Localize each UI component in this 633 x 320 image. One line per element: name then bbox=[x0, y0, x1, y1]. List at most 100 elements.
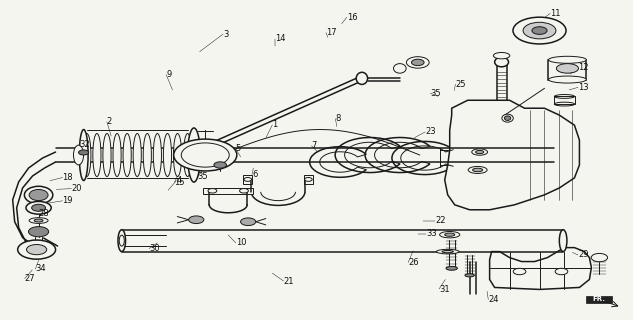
Ellipse shape bbox=[493, 52, 510, 59]
Text: 35: 35 bbox=[430, 89, 441, 98]
Ellipse shape bbox=[34, 219, 43, 222]
Ellipse shape bbox=[153, 133, 161, 177]
Text: 14: 14 bbox=[275, 35, 286, 44]
Text: 26: 26 bbox=[408, 258, 418, 267]
Text: 7: 7 bbox=[311, 141, 317, 150]
Circle shape bbox=[208, 188, 217, 193]
Text: 6: 6 bbox=[252, 170, 258, 179]
Text: 30: 30 bbox=[149, 244, 160, 253]
Ellipse shape bbox=[549, 56, 586, 63]
Circle shape bbox=[239, 188, 248, 193]
Text: 22: 22 bbox=[436, 216, 446, 225]
Text: FR.: FR. bbox=[592, 296, 605, 302]
Circle shape bbox=[532, 27, 547, 34]
Text: 35: 35 bbox=[197, 172, 208, 181]
Circle shape bbox=[406, 57, 429, 68]
Circle shape bbox=[173, 139, 237, 171]
Text: 24: 24 bbox=[488, 295, 499, 304]
Text: 16: 16 bbox=[347, 13, 358, 22]
Text: 28: 28 bbox=[39, 209, 49, 218]
Ellipse shape bbox=[119, 235, 124, 246]
Text: 9: 9 bbox=[166, 70, 172, 79]
Ellipse shape bbox=[465, 274, 474, 277]
Ellipse shape bbox=[113, 133, 121, 177]
Bar bbox=[304, 175, 313, 184]
Text: 12: 12 bbox=[578, 63, 589, 72]
Text: 17: 17 bbox=[326, 28, 337, 37]
Ellipse shape bbox=[133, 133, 141, 177]
Circle shape bbox=[591, 253, 608, 262]
Circle shape bbox=[241, 218, 256, 226]
Bar bbox=[203, 188, 253, 194]
Ellipse shape bbox=[123, 133, 131, 177]
Bar bbox=[586, 296, 611, 303]
Ellipse shape bbox=[468, 166, 487, 173]
Ellipse shape bbox=[118, 230, 125, 252]
Text: 1: 1 bbox=[272, 120, 277, 130]
Text: 19: 19 bbox=[63, 196, 73, 205]
Text: 10: 10 bbox=[235, 238, 246, 247]
Circle shape bbox=[18, 240, 56, 259]
Ellipse shape bbox=[502, 114, 513, 122]
Circle shape bbox=[189, 216, 204, 224]
Text: 31: 31 bbox=[439, 284, 449, 293]
Ellipse shape bbox=[549, 76, 586, 83]
Ellipse shape bbox=[473, 168, 483, 172]
Circle shape bbox=[28, 227, 49, 237]
Polygon shape bbox=[489, 248, 591, 289]
Circle shape bbox=[555, 268, 568, 275]
Ellipse shape bbox=[494, 57, 508, 67]
Text: 8: 8 bbox=[335, 114, 341, 123]
Text: 21: 21 bbox=[284, 276, 294, 285]
Text: 15: 15 bbox=[174, 178, 185, 187]
Text: 2: 2 bbox=[107, 117, 112, 126]
Ellipse shape bbox=[184, 133, 192, 177]
Ellipse shape bbox=[83, 133, 91, 177]
Ellipse shape bbox=[556, 64, 579, 73]
Text: 4: 4 bbox=[176, 176, 182, 185]
Ellipse shape bbox=[173, 133, 182, 177]
Circle shape bbox=[214, 162, 227, 168]
Ellipse shape bbox=[73, 145, 84, 165]
Text: 25: 25 bbox=[456, 80, 466, 89]
Ellipse shape bbox=[444, 233, 454, 236]
Ellipse shape bbox=[32, 204, 46, 211]
Text: 23: 23 bbox=[425, 127, 436, 136]
Ellipse shape bbox=[356, 72, 368, 84]
Ellipse shape bbox=[93, 133, 101, 177]
Text: 11: 11 bbox=[550, 9, 561, 18]
Text: 18: 18 bbox=[63, 173, 73, 182]
Bar bbox=[555, 96, 575, 104]
Circle shape bbox=[27, 244, 47, 255]
Ellipse shape bbox=[163, 133, 172, 177]
Text: 34: 34 bbox=[35, 264, 46, 274]
Ellipse shape bbox=[26, 201, 51, 214]
Ellipse shape bbox=[79, 130, 88, 180]
Ellipse shape bbox=[560, 230, 567, 252]
Polygon shape bbox=[445, 100, 579, 210]
Ellipse shape bbox=[394, 64, 406, 73]
Bar bbox=[549, 60, 586, 80]
Text: 13: 13 bbox=[578, 83, 589, 92]
Text: 27: 27 bbox=[25, 274, 35, 283]
Ellipse shape bbox=[439, 231, 460, 238]
Text: 20: 20 bbox=[72, 184, 82, 193]
Ellipse shape bbox=[442, 251, 453, 253]
Ellipse shape bbox=[103, 133, 111, 177]
Circle shape bbox=[513, 17, 566, 44]
Ellipse shape bbox=[472, 149, 487, 155]
Text: 3: 3 bbox=[223, 30, 229, 39]
Ellipse shape bbox=[505, 116, 511, 120]
Text: 33: 33 bbox=[427, 229, 437, 238]
Circle shape bbox=[78, 150, 89, 155]
Text: 32: 32 bbox=[80, 140, 91, 148]
Ellipse shape bbox=[187, 128, 200, 182]
Ellipse shape bbox=[446, 267, 458, 270]
Ellipse shape bbox=[436, 249, 459, 254]
Ellipse shape bbox=[143, 133, 151, 177]
Text: 5: 5 bbox=[235, 144, 241, 153]
Circle shape bbox=[523, 22, 556, 39]
Ellipse shape bbox=[29, 189, 48, 201]
Text: 29: 29 bbox=[578, 251, 589, 260]
Circle shape bbox=[411, 59, 424, 66]
